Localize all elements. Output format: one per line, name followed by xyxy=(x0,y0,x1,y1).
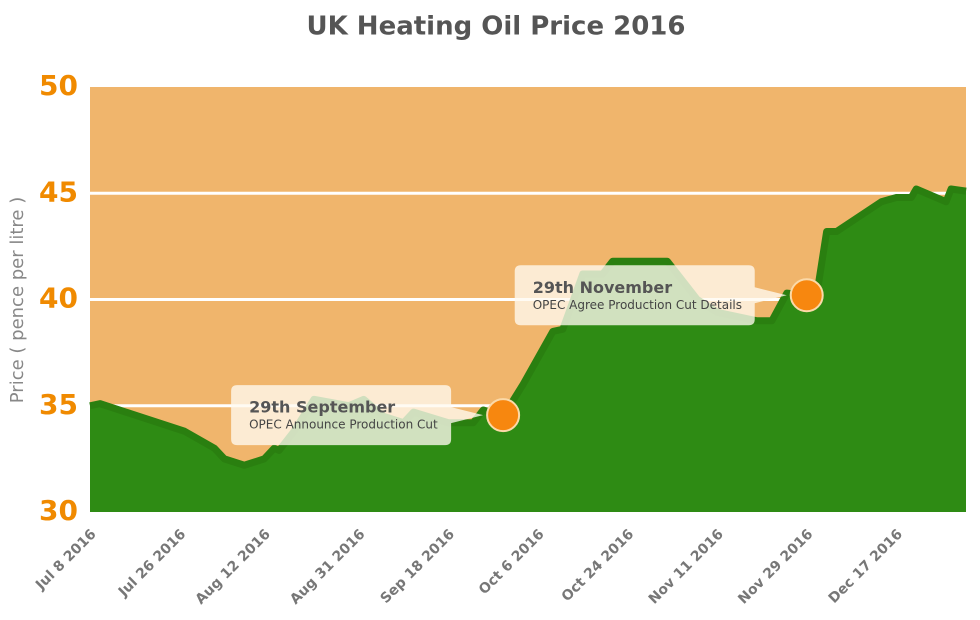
annotation-marker xyxy=(486,398,521,433)
x-tick-label: Oct 6 2016 xyxy=(476,526,548,598)
x-tick-label: Aug 12 2016 xyxy=(193,526,274,607)
annotation-box xyxy=(514,265,787,326)
y-tick-label: 40 xyxy=(39,282,78,315)
x-tick-label: Nov 29 2016 xyxy=(735,526,816,607)
x-tick-label: Nov 11 2016 xyxy=(646,526,727,607)
annotation-text: OPEC Announce Production Cut xyxy=(249,418,438,432)
x-tick-label: Jul 8 2016 xyxy=(32,526,99,593)
y-tick-label: 50 xyxy=(39,69,78,102)
annotation-marker xyxy=(789,278,824,313)
line xyxy=(89,185,967,469)
annotation-title: 29th September xyxy=(249,398,395,417)
x-tick-label: Dec 17 2016 xyxy=(826,526,906,606)
y-tick-label: 45 xyxy=(39,175,78,208)
annotation-box xyxy=(231,385,484,446)
x-tick-label: Jul 26 2016 xyxy=(115,526,189,600)
x-tick-label: Oct 24 2016 xyxy=(559,526,638,605)
y-tick-label: 35 xyxy=(39,388,78,421)
y-axis-label: Price ( pence per litre ) xyxy=(7,197,28,403)
chart-title: UK Heating Oil Price 2016 xyxy=(307,12,686,42)
x-tick-label: Sep 18 2016 xyxy=(378,526,458,606)
y-tick-label: 30 xyxy=(39,494,78,527)
annotation-text: OPEC Agree Production Cut Details xyxy=(533,298,742,312)
annotation-title: 29th November xyxy=(533,278,673,297)
x-tick-label: Aug 31 2016 xyxy=(287,526,368,607)
